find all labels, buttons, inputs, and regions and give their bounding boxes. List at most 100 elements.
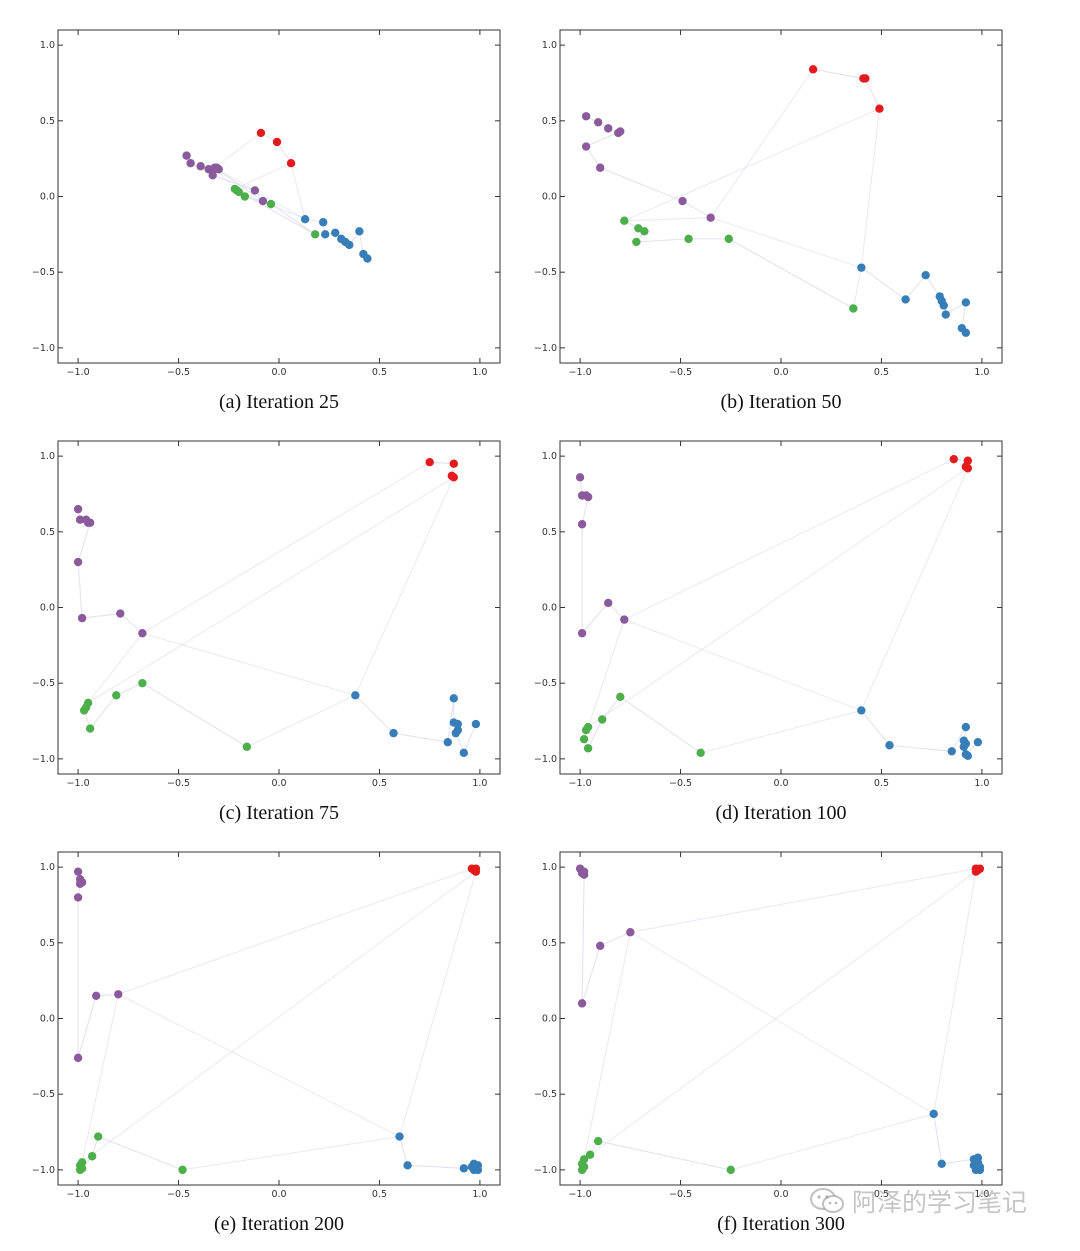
scatter-panel-1: −1.0 −0.5 0.0 0.5 1.0 1.0 0.5 0.0 −0.5 −1.0 (a) It… xyxy=(32,29,501,413)
data-point xyxy=(75,1165,85,1175)
edge xyxy=(889,744,952,752)
y-tick-label: −1.0 xyxy=(32,1165,55,1176)
data-point xyxy=(363,254,372,263)
x-tick-label: 1.0 xyxy=(472,778,487,789)
data-point xyxy=(620,615,629,624)
data-point xyxy=(939,301,948,310)
edge xyxy=(214,167,306,220)
panel-caption: (f) Iteration 300 xyxy=(717,1213,845,1235)
edge xyxy=(77,522,91,563)
panel-caption: (a) Iteration 25 xyxy=(219,391,339,413)
data-point xyxy=(808,65,818,74)
data-point xyxy=(595,941,605,951)
series-green xyxy=(230,184,320,239)
edge xyxy=(214,167,264,202)
edge xyxy=(581,602,609,634)
x-tick-label: −0.5 xyxy=(669,1189,692,1200)
data-point xyxy=(861,74,870,83)
data-point xyxy=(75,879,85,888)
edge xyxy=(407,1164,464,1169)
data-point xyxy=(73,867,83,876)
series-purple xyxy=(73,504,147,638)
edge xyxy=(97,1136,183,1171)
x-tick-label: 1.0 xyxy=(974,778,989,789)
scatter-panel-3: −1.0 −0.5 0.0 0.5 1.0 1.0 0.5 0.0 −0.5 −1.0 (c) It… xyxy=(32,440,501,824)
edge xyxy=(933,1113,943,1164)
edge xyxy=(142,682,248,748)
data-point xyxy=(640,227,649,236)
edges-layer xyxy=(579,868,981,1171)
data-point xyxy=(210,163,219,172)
edge xyxy=(234,162,292,190)
edge xyxy=(118,868,473,995)
data-point xyxy=(91,991,101,1000)
data-point xyxy=(937,1159,946,1169)
data-point xyxy=(581,112,591,121)
data-point xyxy=(963,464,973,473)
data-point xyxy=(258,196,268,206)
edge xyxy=(87,632,143,704)
x-tick-label: 0.5 xyxy=(874,367,889,378)
data-point xyxy=(971,867,981,876)
x-tick-label: −1.0 xyxy=(67,1189,90,1200)
data-point xyxy=(604,124,613,133)
edge xyxy=(236,189,316,235)
data-point xyxy=(87,1152,97,1161)
data-point xyxy=(696,748,705,758)
data-point xyxy=(849,304,858,313)
data-point xyxy=(256,128,266,138)
data-point xyxy=(331,228,340,238)
y-tick-label: −1.0 xyxy=(534,1165,557,1176)
x-tick-label: 0.0 xyxy=(773,367,788,378)
x-tick-label: −1.0 xyxy=(569,367,592,378)
data-point xyxy=(250,186,260,195)
series-purple xyxy=(581,112,715,222)
data-point xyxy=(196,162,205,171)
data-point xyxy=(901,295,910,304)
data-point xyxy=(585,1150,595,1159)
y-tick-label: 1.0 xyxy=(40,862,55,873)
edge xyxy=(864,78,880,109)
data-point xyxy=(182,151,191,160)
edge xyxy=(581,496,589,525)
data-point xyxy=(112,691,121,700)
data-point xyxy=(577,1165,587,1175)
edge xyxy=(214,132,262,169)
edges-layer xyxy=(585,68,967,334)
edge xyxy=(142,461,430,634)
data-point xyxy=(178,1165,187,1175)
edge xyxy=(925,274,941,297)
edge xyxy=(636,238,689,243)
x-tick-label: −0.5 xyxy=(669,778,692,789)
y-tick-label: 0.5 xyxy=(40,527,55,538)
y-tick-label: −0.5 xyxy=(32,267,55,278)
edge xyxy=(583,871,977,1160)
series-purple xyxy=(73,867,123,1063)
edge xyxy=(941,1158,974,1165)
edge xyxy=(585,146,601,169)
y-tick-label: −1.0 xyxy=(534,343,557,354)
edge xyxy=(624,217,711,222)
y-tick-label: −0.5 xyxy=(32,678,55,689)
data-point xyxy=(93,1132,103,1141)
edge xyxy=(276,141,292,164)
data-point xyxy=(726,1165,735,1175)
edge xyxy=(630,931,934,1115)
y-tick-label: −0.5 xyxy=(32,1089,55,1100)
panel-caption: (b) Iteration 50 xyxy=(720,391,841,413)
edge xyxy=(116,682,143,696)
edges-layer xyxy=(77,868,479,1171)
data-point xyxy=(579,870,589,879)
data-point xyxy=(929,1109,938,1119)
data-point xyxy=(75,515,85,524)
y-tick-label: 0.5 xyxy=(542,938,557,949)
data-point xyxy=(604,598,613,608)
data-point xyxy=(471,867,481,876)
data-point xyxy=(593,118,603,127)
y-tick-label: 1.0 xyxy=(40,40,55,51)
edges-layer xyxy=(579,458,979,757)
series-blue xyxy=(351,691,481,758)
x-tick-label: −1.0 xyxy=(569,1189,592,1200)
scatter-panel-4: −1.0 −0.5 0.0 0.5 1.0 1.0 0.5 0.0 −0.5 −1.0 (d) It… xyxy=(534,440,1003,824)
